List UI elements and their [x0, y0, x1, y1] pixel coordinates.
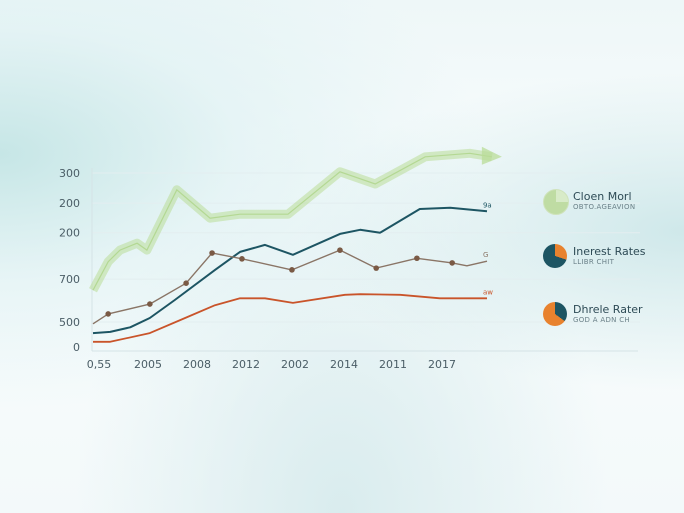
x-tick-label: 2011 [379, 358, 407, 371]
y-tick-label: 200 [59, 227, 80, 240]
legend-subtitle: LLIBR CHIT [573, 258, 615, 266]
y-tick-label: 500 [59, 316, 80, 329]
arrow-head [481, 146, 502, 165]
y-tick-label: 700 [59, 273, 80, 286]
x-tick-label: 2017 [428, 358, 456, 371]
legend-title: Cloen Morl [573, 190, 632, 203]
data-point [289, 267, 295, 273]
series-line [92, 206, 488, 335]
data-point [105, 311, 111, 317]
x-tick-label: 2014 [330, 358, 358, 371]
data-point [414, 255, 420, 262]
series-line [92, 249, 488, 325]
legend-pie-icon [543, 189, 569, 215]
x-tick-label: 2012 [232, 358, 260, 371]
legend-title: Dhrele Rater [573, 303, 643, 316]
legend-title: Inerest Rates [573, 245, 646, 258]
legend-pie-icon [543, 244, 567, 268]
x-tick-label: 2002 [281, 358, 309, 371]
series-band-edge [92, 152, 492, 291]
x-tick-label: 2005 [134, 358, 162, 371]
y-tick-label: 300 [59, 167, 80, 180]
series-line [93, 293, 487, 343]
series-end-label: 9a [483, 201, 492, 209]
data-point [183, 280, 189, 287]
y-tick-label: 0 [73, 341, 80, 354]
x-tick-label: 0,55 [87, 358, 112, 371]
data-point [449, 260, 455, 266]
series-end-label: aw [483, 288, 493, 296]
legend-subtitle: OBTO.AGEAVION [573, 203, 636, 211]
series-end-label: G [483, 251, 488, 259]
legend-subtitle: GOD A ADN CH [573, 316, 630, 324]
x-tick-label: 2008 [183, 358, 211, 371]
legend-pie-icon [543, 302, 567, 326]
y-tick-label: 200 [59, 197, 80, 210]
data-point [337, 247, 343, 253]
data-point [147, 301, 153, 307]
data-point [209, 250, 215, 256]
data-point [239, 256, 245, 262]
data-point [373, 265, 380, 271]
